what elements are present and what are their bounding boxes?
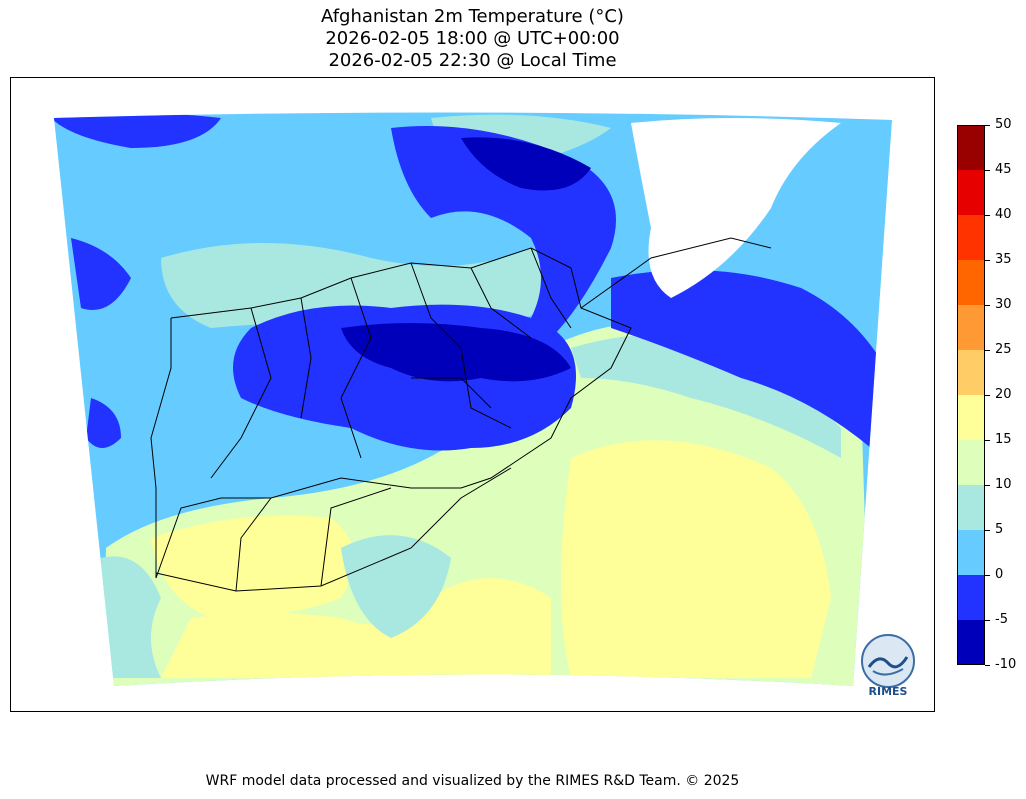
temp-band-5-10-south	[341, 535, 451, 638]
colorbar-band	[957, 350, 985, 396]
colorbar-band	[957, 575, 985, 621]
colorbar-band	[957, 620, 985, 665]
title-line-2: 2026-02-05 18:00 @ UTC+00:00	[325, 28, 620, 49]
temp-band-minus5-0-northwest	[54, 113, 221, 148]
temp-band-minus5-0-westedge	[86, 398, 121, 448]
logo-text: RIMES	[869, 685, 908, 698]
colorbar-tick-label: 50	[995, 117, 1012, 132]
temp-band-minus5-0-west	[71, 238, 131, 310]
colorbar-band	[957, 485, 985, 531]
colorbar-band	[957, 305, 985, 351]
colorbar-tick-label: 35	[995, 252, 1012, 267]
map-title: Afghanistan 2m Temperature (°C) 2026-02-…	[10, 6, 935, 72]
colorbar-tick-label: 30	[995, 297, 1012, 312]
title-line-1: Afghanistan 2m Temperature (°C)	[321, 6, 624, 27]
temp-band-15-20-west	[151, 515, 354, 618]
colorbar-tick-mark	[985, 575, 990, 576]
colorbar-tick-mark	[985, 260, 990, 261]
colorbar-tick-label: 45	[995, 162, 1012, 177]
colorbar-border	[957, 125, 985, 665]
colorbar-tick-label: 40	[995, 207, 1012, 222]
colorbar-tick-mark	[985, 485, 990, 486]
temp-band-5-10-east	[571, 335, 841, 458]
colorbar-tick-label: 15	[995, 432, 1012, 447]
colorbar-tick-mark	[985, 350, 990, 351]
temp-band-15-20-south	[161, 578, 551, 678]
colorbar-tick-mark	[985, 665, 990, 666]
colorbar-band	[957, 170, 985, 216]
temp-band-minus10-minus5-north	[461, 137, 591, 191]
colorbar-band	[957, 395, 985, 441]
footer-credit: WRF model data processed and visualized …	[205, 773, 740, 789]
colorbar-band	[957, 125, 985, 171]
temp-band-5-10-southwest	[101, 556, 161, 678]
colorbar-tick-label: -5	[995, 612, 1008, 627]
province-boundaries	[150, 237, 772, 592]
colorbar-tick-mark	[985, 620, 990, 621]
colorbar-tick-label: 25	[995, 342, 1012, 357]
colorbar-tick-label: 20	[995, 387, 1012, 402]
colorbar-tick-mark	[985, 530, 990, 531]
map-panel	[10, 77, 935, 712]
temp-band-15-20-east	[561, 440, 831, 678]
colorbar-tick-label: 0	[995, 567, 1004, 582]
colorbar-tick-mark	[985, 440, 990, 441]
colorbar-band	[957, 530, 985, 576]
colorbar-tick-mark	[985, 395, 990, 396]
title-line-3: 2026-02-05 22:30 @ Local Time	[328, 50, 617, 71]
temp-band-minus10-minus5	[341, 323, 571, 382]
colorbar-tick-mark	[985, 215, 990, 216]
colorbar-tick-label: 10	[995, 477, 1012, 492]
temperature-map	[54, 112, 892, 686]
colorbar-bands	[957, 125, 985, 665]
rimes-logo: RIMES	[855, 633, 921, 699]
colorbar	[957, 125, 985, 665]
colorbar-band	[957, 440, 985, 486]
colorbar-band	[957, 260, 985, 306]
temp-below-range-area	[631, 118, 841, 298]
colorbar-tick-label: -10	[995, 657, 1017, 672]
colorbar-band	[957, 215, 985, 261]
colorbar-tick-label: 5	[995, 522, 1004, 537]
colorbar-tick-mark	[985, 170, 990, 171]
colorbar-tick-mark	[985, 305, 990, 306]
colorbar-tick-mark	[985, 125, 990, 126]
temp-band-minus5-0-east	[611, 270, 891, 448]
